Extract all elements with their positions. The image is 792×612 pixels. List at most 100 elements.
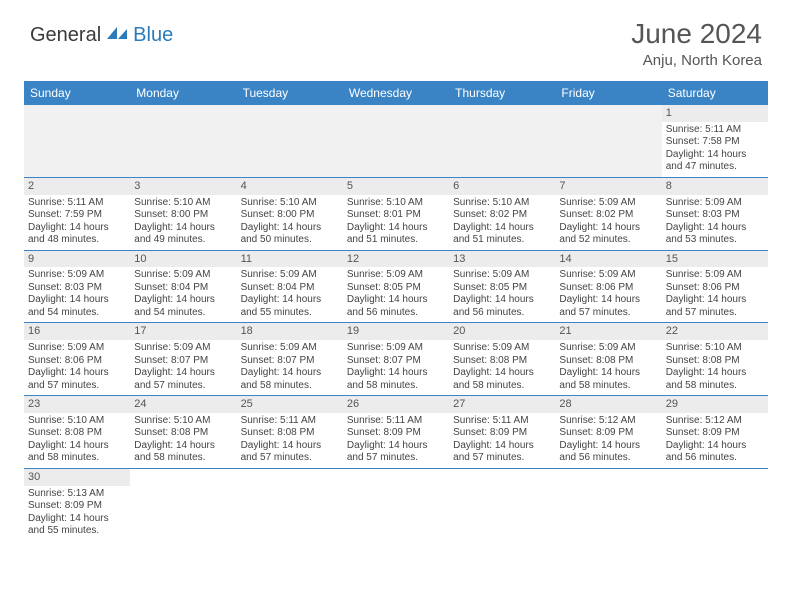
sunset-line: Sunset: 8:08 PM [559,355,657,368]
calendar-day-cell: 5Sunrise: 5:10 AMSunset: 8:01 PMDaylight… [343,178,449,251]
sunrise-line: Sunrise: 5:09 AM [559,342,657,355]
calendar-week: 2 Sunrise: 5:11 AMSunset: 7:59 PM Daylight… [24,178,768,251]
daylight-line-2: and 52 minutes. [559,234,657,247]
daylight-line-2: and 58 minutes. [453,380,551,393]
daylight-line-1: Daylight: 14 hours [666,222,764,235]
calendar-day-cell: 17Sunrise: 5:09 AMSunset: 8:07 PMDayligh… [130,323,236,396]
sunset-line: Sunset: 8:04 PM [134,282,232,295]
day-header-cell: Saturday [662,81,768,105]
day-number: 20 [449,323,555,340]
sunset-line: Sunset: 8:07 PM [241,355,339,368]
calendar-day-cell: 8Sunrise: 5:09 AMSunset: 8:03 PMDaylight… [662,178,768,251]
daylight-line-2: and 56 minutes. [347,307,445,320]
daylight-line-1: Daylight: 14 hours [666,294,764,307]
sunrise-line: Sunrise: 5:11 AM [453,415,551,428]
sunrise-line: Sunrise: 5:09 AM [28,269,126,282]
day-number: 5 [343,178,449,195]
daylight-line-1: Daylight: 14 hours [453,222,551,235]
sunrise-line: Sunrise: 5:09 AM [28,342,126,355]
sunrise-line: Sunrise: 5:13 AM [28,488,126,501]
daylight-line-1: Daylight: 14 hours [666,440,764,453]
daylight-line-2: and 54 minutes. [134,307,232,320]
day-number: 17 [130,323,236,340]
day-number: 28 [555,396,661,413]
calendar-day-cell: 4Sunrise: 5:10 AMSunset: 8:00 PMDaylight… [237,178,343,251]
calendar-day-cell: 9Sunrise: 5:09 AMSunset: 8:03 PMDaylight… [24,251,130,324]
daylight-line-1: Daylight: 14 hours [134,294,232,307]
sunset-line: Sunset: 8:00 PM [134,209,232,222]
location-label: Anju, North Korea [631,52,762,69]
sunset-line: Sunset: 8:08 PM [28,427,126,440]
calendar-day-cell: 30Sunrise: 5:13 AMSunset: 8:09 PMDayligh… [24,469,130,541]
day-number: 13 [449,251,555,268]
daylight-line-1: Daylight: 14 hours [453,367,551,380]
calendar-day-cell: 22Sunrise: 5:10 AMSunset: 8:08 PMDayligh… [662,323,768,396]
day-number: 9 [24,251,130,268]
day-header-cell: Thursday [449,81,555,105]
daylight-line-1: Daylight: 14 hours [559,440,657,453]
calendar-day-cell: 12Sunrise: 5:09 AMSunset: 8:05 PMDayligh… [343,251,449,324]
daylight-line-1: Daylight: 14 hours [453,294,551,307]
day-number: 10 [130,251,236,268]
calendar-empty-cell [449,105,555,178]
daylight-line-2: and 57 minutes. [453,452,551,465]
day-number: 23 [24,396,130,413]
calendar-day-cell: 27Sunrise: 5:11 AMSunset: 8:09 PMDayligh… [449,396,555,469]
sunset-line: Sunset: 8:00 PM [241,209,339,222]
calendar-empty-cell [662,469,768,541]
sunrise-line: Sunrise: 5:11 AM [28,197,126,210]
month-title: June 2024 [631,18,762,50]
sunset-line: Sunset: 8:06 PM [28,355,126,368]
day-header-row: SundayMondayTuesdayWednesdayThursdayFrid… [24,81,768,105]
day-number: 6 [449,178,555,195]
day-number: 24 [130,396,236,413]
calendar-day-cell: 26Sunrise: 5:11 AMSunset: 8:09 PMDayligh… [343,396,449,469]
day-number: 16 [24,323,130,340]
calendar-day-cell: 23Sunrise: 5:10 AMSunset: 8:08 PMDayligh… [24,396,130,469]
sunset-line: Sunset: 8:03 PM [666,209,764,222]
calendar-empty-cell [130,469,236,541]
calendar-day-cell: 7Sunrise: 5:09 AMSunset: 8:02 PMDaylight… [555,178,661,251]
daylight-line-1: Daylight: 14 hours [28,367,126,380]
calendar-week: 1Sunrise: 5:11 AMSunset: 7:58 PMDaylight… [24,105,768,178]
day-header-cell: Tuesday [237,81,343,105]
calendar-empty-cell [343,469,449,541]
sunset-line: Sunset: 8:08 PM [666,355,764,368]
daylight-line-1: Daylight: 14 hours [241,294,339,307]
sunrise-line: Sunrise: 5:11 AM [666,124,764,137]
sunrise-line: Sunrise: 5:09 AM [347,269,445,282]
calendar-day-cell: 19Sunrise: 5:09 AMSunset: 8:07 PMDayligh… [343,323,449,396]
sunrise-line: Sunrise: 5:09 AM [559,197,657,210]
day-number: 15 [662,251,768,268]
sunrise-line: Sunrise: 5:10 AM [666,342,764,355]
daylight-line-2: and 50 minutes. [241,234,339,247]
daylight-line-2: and 57 minutes. [134,380,232,393]
sunset-line: Sunset: 8:02 PM [453,209,551,222]
calendar-empty-cell [24,105,130,178]
day-number: 2 [24,178,130,195]
calendar-day-cell: 20Sunrise: 5:09 AMSunset: 8:08 PMDayligh… [449,323,555,396]
calendar-empty-cell [555,105,661,178]
calendar-empty-cell [130,105,236,178]
logo: General Blue [30,24,173,47]
sunset-line: Sunset: 8:08 PM [241,427,339,440]
daylight-line-2: and 55 minutes. [241,307,339,320]
day-number: 3 [130,178,236,195]
day-number: 30 [24,469,130,486]
calendar-day-cell: 11Sunrise: 5:09 AMSunset: 8:04 PMDayligh… [237,251,343,324]
calendar-day-cell: 2Sunrise: 5:11 AMSunset: 7:59 PMDaylight… [24,178,130,251]
sunrise-line: Sunrise: 5:09 AM [134,269,232,282]
sunrise-line: Sunrise: 5:09 AM [453,269,551,282]
daylight-line-2: and 57 minutes. [28,380,126,393]
daylight-line-2: and 57 minutes. [559,307,657,320]
daylight-line-1: Daylight: 14 hours [28,294,126,307]
calendar-day-cell: 16 Sunrise: 5:09 AMSunset: 8:06 PMDayligh… [24,323,130,396]
sunset-line: Sunset: 7:58 PM [666,136,764,149]
calendar-day-cell: 29Sunrise: 5:12 AMSunset: 8:09 PMDayligh… [662,396,768,469]
calendar: SundayMondayTuesdayWednesdayThursdayFrid… [24,81,768,541]
day-number: 12 [343,251,449,268]
sunset-line: Sunset: 7:59 PM [28,209,126,222]
daylight-line-2: and 53 minutes. [666,234,764,247]
sunrise-line: Sunrise: 5:10 AM [134,197,232,210]
daylight-line-2: and 56 minutes. [559,452,657,465]
